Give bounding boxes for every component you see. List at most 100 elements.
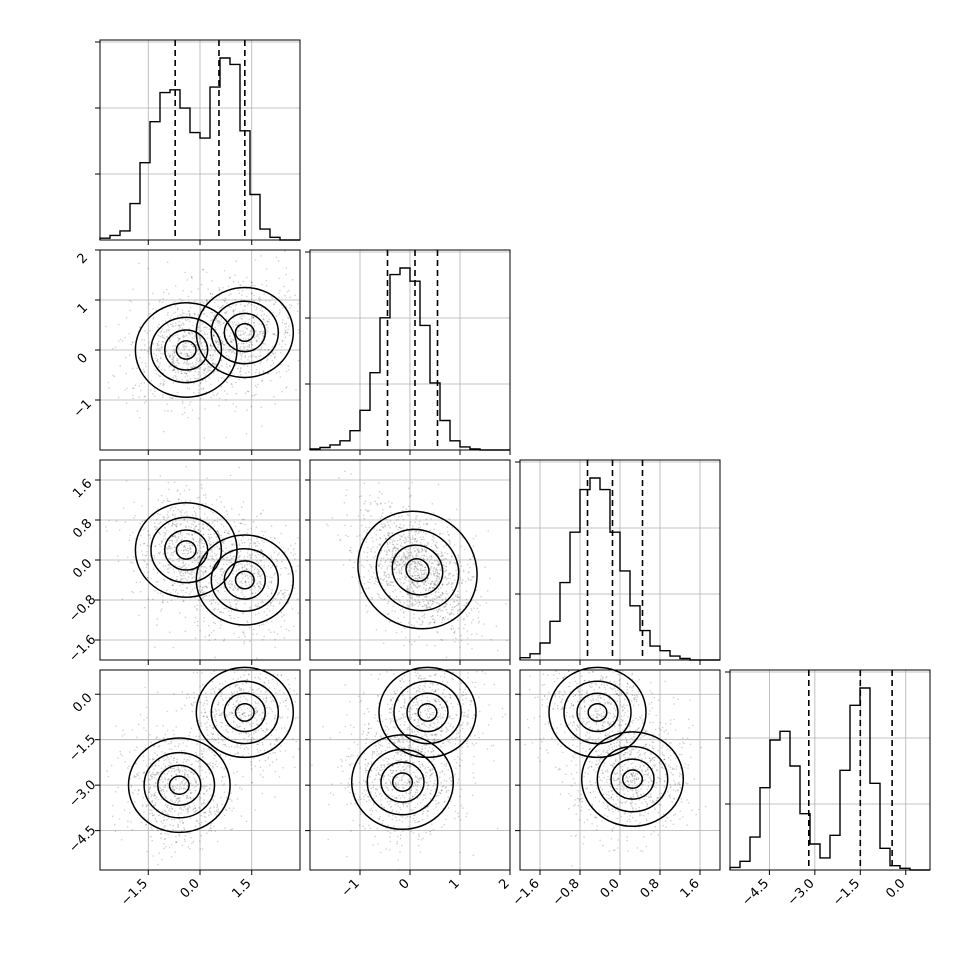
scatter-point — [240, 334, 242, 337]
scatter-point — [390, 584, 392, 587]
scatter-point — [382, 557, 385, 559]
scatter-point — [239, 706, 241, 709]
scatter-point — [167, 813, 170, 816]
scatter-point — [164, 410, 166, 412]
scatter-point — [411, 596, 414, 599]
scatter-point — [150, 577, 152, 580]
scatter-point — [190, 763, 193, 766]
scatter-point — [230, 561, 233, 563]
scatter-point — [194, 341, 197, 343]
scatter-point — [246, 409, 248, 412]
scatter-point — [191, 331, 193, 334]
scatter-point — [184, 704, 186, 707]
scatter-point — [200, 604, 203, 607]
scatter-point — [262, 318, 265, 321]
scatter-point — [200, 565, 203, 568]
scatter-point — [403, 575, 406, 577]
scatter-point — [248, 302, 250, 305]
scatter-point — [235, 305, 237, 307]
scatter-point — [201, 345, 204, 348]
scatter-point — [131, 394, 134, 397]
scatter-point — [129, 812, 131, 814]
scatter-point — [288, 683, 291, 686]
scatter-point — [195, 751, 197, 754]
scatter-point — [277, 260, 280, 262]
scatter-point — [177, 371, 180, 374]
scatter-point — [208, 639, 211, 641]
scatter-point — [155, 786, 157, 788]
scatter-point — [433, 528, 435, 531]
scatter-point — [505, 639, 508, 642]
scatter-point — [230, 691, 233, 693]
scatter-point — [414, 546, 417, 548]
scatter-point — [158, 552, 161, 555]
scatter-point — [477, 617, 480, 619]
scatter-point — [153, 814, 156, 816]
scatter-point — [117, 757, 119, 759]
scatter-point — [193, 811, 196, 813]
scatter-point — [217, 379, 220, 382]
scatter-point — [217, 589, 220, 592]
scatter-point — [254, 259, 256, 261]
scatter-point — [190, 354, 193, 356]
scatter-point — [411, 535, 414, 537]
scatter-point — [185, 372, 188, 375]
scatter-point — [413, 567, 415, 570]
scatter-point — [231, 557, 233, 560]
scatter-point — [209, 762, 211, 764]
scatter-point — [171, 323, 174, 325]
scatter-point — [247, 752, 250, 755]
scatter-point — [431, 618, 434, 620]
scatter-point — [176, 538, 178, 540]
scatter-point — [157, 531, 160, 533]
scatter-point — [172, 729, 175, 732]
scatter-point — [428, 556, 431, 559]
scatter-point — [246, 574, 249, 577]
scatter-point — [241, 572, 243, 575]
scatter-point — [239, 696, 242, 699]
scatter-point — [178, 565, 180, 568]
scatter-point — [473, 563, 475, 565]
scatter-point — [238, 334, 240, 337]
scatter-point — [397, 518, 400, 521]
scatter-point — [419, 623, 421, 626]
scatter-point — [243, 337, 245, 340]
scatter-point — [228, 711, 231, 714]
scatter-point — [187, 331, 190, 334]
scatter-point — [217, 316, 220, 318]
scatter-point — [294, 294, 297, 297]
scatter-point — [228, 713, 230, 716]
scatter-point — [234, 298, 237, 301]
scatter-point — [168, 807, 171, 810]
scatter-point — [113, 375, 116, 378]
scatter-point — [171, 369, 174, 372]
scatter-point — [197, 371, 200, 374]
scatter-point — [208, 369, 211, 372]
scatter-point — [465, 590, 468, 593]
scatter-point — [248, 562, 251, 565]
scatter-point — [165, 529, 168, 532]
scatter-point — [256, 568, 259, 570]
scatter-point — [208, 624, 210, 627]
scatter-point — [193, 510, 196, 513]
scatter-point — [175, 526, 178, 528]
scatter-point — [222, 704, 224, 706]
scatter-point — [239, 347, 241, 350]
scatter-point — [216, 765, 219, 768]
scatter-point — [280, 727, 283, 729]
scatter-point — [170, 410, 173, 412]
scatter-point — [451, 555, 453, 557]
scatter-point — [138, 396, 141, 399]
scatter-point — [221, 722, 224, 724]
scatter-point — [196, 497, 198, 499]
scatter-point — [185, 591, 187, 594]
scatter-point — [462, 571, 465, 573]
scatter-point — [250, 341, 252, 343]
scatter-point — [409, 521, 412, 523]
scatter-point — [198, 542, 200, 544]
scatter-point — [177, 370, 179, 372]
scatter-point — [211, 555, 214, 557]
scatter-point — [411, 603, 414, 605]
scatter-point — [108, 387, 110, 389]
scatter-point — [236, 587, 239, 590]
